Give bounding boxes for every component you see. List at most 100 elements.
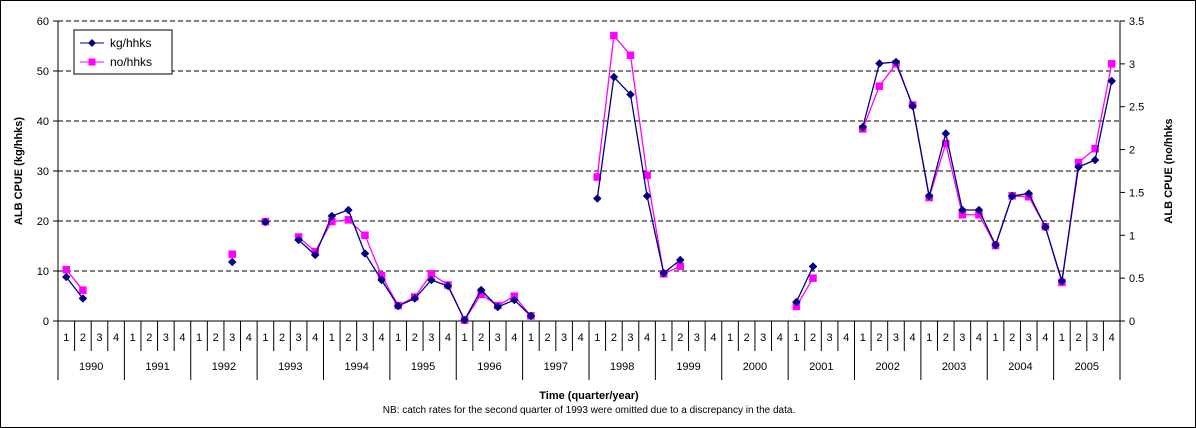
- legend-box: [73, 29, 173, 75]
- year-tick-label: 2004: [1008, 361, 1032, 373]
- data-point: [958, 205, 967, 215]
- quarter-tick-label: 1: [926, 332, 932, 344]
- legend-marker-no: [88, 58, 96, 66]
- data-point: [875, 59, 884, 68]
- data-point: [974, 205, 984, 215]
- data-point: [991, 240, 1000, 250]
- y-right-tick-label: 0.5: [1129, 273, 1144, 285]
- data-point: [227, 257, 237, 267]
- year-tick-label: 1998: [610, 361, 634, 373]
- series-kg-hhks: [61, 57, 1117, 325]
- quarter-tick-label: 4: [710, 332, 716, 344]
- year-tick-label: 2002: [875, 361, 899, 373]
- data-point: [427, 275, 436, 285]
- quarter-tick-label: 4: [113, 332, 119, 344]
- quarter-tick-label: 2: [544, 332, 550, 344]
- y-right-tick-label: 1: [1129, 230, 1135, 242]
- y-right-tick-label: 1.5: [1129, 187, 1144, 199]
- y-left-tick-label: 50: [37, 66, 49, 78]
- year-tick-label: 1990: [79, 361, 103, 373]
- quarter-tick-label: 4: [246, 332, 252, 344]
- quarter-tick-label: 3: [229, 332, 235, 344]
- quarter-tick-label: 4: [445, 332, 451, 344]
- data-point: [1074, 162, 1083, 172]
- legend-label-kg: kg/hhks: [110, 36, 151, 50]
- y-right-tick-label: 2: [1129, 145, 1135, 157]
- quarter-tick-label: 3: [163, 332, 169, 344]
- data-point: [609, 72, 619, 82]
- quarter-tick-label: 2: [1075, 332, 1081, 344]
- quarter-tick-label: 4: [179, 332, 185, 344]
- quarter-tick-label: 2: [80, 332, 86, 344]
- data-point: [361, 231, 369, 240]
- quarter-tick-label: 2: [412, 332, 418, 344]
- footnote: NB: catch rates for the second quarter o…: [383, 405, 795, 416]
- quarter-tick-label: 3: [893, 332, 899, 344]
- data-point: [858, 122, 868, 132]
- data-point: [875, 82, 884, 90]
- year-tick-label: 1999: [676, 361, 700, 373]
- quarter-tick-label: 3: [827, 332, 833, 344]
- quarter-tick-label: 1: [661, 332, 667, 344]
- quarter-tick-label: 2: [943, 332, 949, 344]
- quarter-tick-label: 4: [578, 332, 584, 344]
- quarter-tick-label: 3: [96, 332, 102, 344]
- data-point: [327, 211, 337, 221]
- quarter-tick-label: 2: [146, 332, 152, 344]
- quarter-tick-label: 2: [345, 332, 351, 344]
- quarter-tick-label: 2: [810, 332, 816, 344]
- year-tick-label: 2005: [1075, 361, 1099, 373]
- quarter-tick-label: 1: [727, 332, 733, 344]
- quarter-tick-label: 3: [959, 332, 965, 344]
- y-right-tick-label: 3.5: [1129, 16, 1144, 28]
- data-point: [808, 262, 818, 271]
- y-left-tick-label: 20: [37, 216, 49, 228]
- data-point: [377, 275, 386, 285]
- year-tick-label: 1992: [212, 361, 236, 373]
- quarter-tick-label: 2: [876, 332, 882, 344]
- data-point: [360, 249, 370, 258]
- data-point: [476, 285, 486, 295]
- y-left-tick-label: 10: [37, 266, 49, 278]
- quarter-tick-label: 2: [279, 332, 285, 344]
- y-axis-right-title: ALB CPUE (no/hhks: [1163, 118, 1175, 223]
- quarter-tick-label: 1: [793, 332, 799, 344]
- year-tick-label: 2003: [942, 361, 966, 373]
- data-point: [78, 294, 88, 303]
- legend-marker-kg: [88, 39, 96, 47]
- year-tick-label: 1994: [344, 361, 368, 373]
- quarter-tick-label: 4: [644, 332, 650, 344]
- data-point: [891, 57, 901, 67]
- legend-label-no: no/hhks: [110, 55, 152, 69]
- quarter-tick-label: 1: [594, 332, 600, 344]
- quarter-tick-label: 3: [694, 332, 700, 344]
- data-point: [443, 281, 453, 291]
- data-point: [1091, 144, 1099, 153]
- data-point: [393, 301, 403, 311]
- series-layer: [61, 31, 1117, 325]
- quarter-tick-label: 1: [395, 332, 401, 344]
- quarter-tick-label: 2: [213, 332, 219, 344]
- quarter-tick-label: 4: [976, 332, 982, 344]
- data-point: [908, 101, 917, 111]
- series-line: [795, 266, 814, 303]
- y-left-tick-label: 40: [37, 116, 49, 128]
- data-point: [61, 272, 71, 282]
- data-point: [924, 191, 934, 201]
- year-tick-label: 2001: [809, 361, 833, 373]
- data-point: [610, 31, 618, 40]
- quarter-tick-label: 1: [63, 332, 69, 344]
- series-line: [862, 61, 1113, 282]
- quarter-tick-label: 4: [511, 332, 517, 344]
- quarter-tick-label: 1: [130, 332, 136, 344]
- data-point: [1040, 222, 1050, 232]
- data-point: [626, 51, 635, 60]
- data-point: [626, 90, 635, 99]
- data-point: [1107, 76, 1117, 86]
- data-point: [792, 297, 801, 307]
- series-line: [65, 276, 84, 299]
